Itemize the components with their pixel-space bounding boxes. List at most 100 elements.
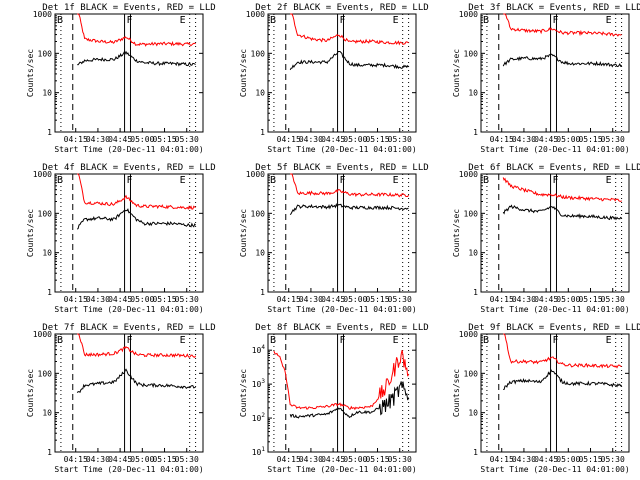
panel-title: Det 9f BLACK = Events, RED = LLD [468,323,640,333]
detector-panel-4: Det 4f BLACK = Events, RED = LLD 1 10 100 10… [26,163,216,314]
x-tick-label: 04:30 [299,455,323,464]
x-tick-label: 05:15 [578,135,602,144]
detector-panel-1: Det 1f BLACK = Events, RED = LLD 1 10 100 10… [26,3,216,154]
y-tick-label: 100 [464,369,479,378]
panel-title: Det 2f BLACK = Events, RED = LLD [255,3,428,13]
x-tick-label: 05:00 [556,455,580,464]
x-tick-label: 05:00 [556,135,580,144]
marker-f-label: F [340,175,346,186]
y-tick-label: 102 [252,412,266,423]
x-tick-label: 05:30 [175,455,199,464]
y-tick-label: 1 [473,128,478,137]
x-axis-label: Start Time (20-Dec-11 04:01:00) [267,305,416,314]
y-tick-label: 10 [468,409,478,418]
x-tick-label: 04:30 [86,295,110,304]
y-tick-label: 1 [47,288,52,297]
x-tick-label: 04:15 [64,455,88,464]
x-tick-label: 04:30 [299,135,323,144]
events-series-line [76,208,196,230]
x-tick-label: 04:15 [277,295,301,304]
panel-title: Det 6f BLACK = Events, RED = LLD [468,163,640,173]
x-tick-label: 05:15 [152,455,176,464]
plot-frame [54,173,204,293]
x-tick-label: 04:30 [299,295,323,304]
y-tick-label: 10 [255,89,265,98]
lld-series-line [77,13,196,47]
y-tick-label: 1 [47,128,52,137]
lld-series-line [77,333,197,358]
y-tick-label: 10 [42,409,52,418]
detector-panel-6: Det 6f BLACK = Events, RED = LLD 1 10 100 10… [452,163,640,314]
x-tick-label: 04:15 [64,135,88,144]
lld-series-line [502,177,622,202]
x-tick-label: 04:45 [108,455,132,464]
marker-f-label: F [127,175,133,186]
x-tick-label: 04:45 [108,295,132,304]
detector-panel-2: Det 2f BLACK = Events, RED = LLD 1 10 100 10… [239,3,429,154]
x-tick-label: 05:15 [365,455,389,464]
marker-b-label: B [483,175,489,186]
lld-series-line [290,173,410,198]
y-tick-label: 1 [47,448,52,457]
lld-series-line [273,349,410,411]
x-tick-label: 04:30 [512,295,536,304]
x-tick-label: 04:15 [490,135,514,144]
marker-b-label: B [270,15,276,26]
y-tick-label: 104 [252,344,266,355]
events-series-line [77,50,196,67]
y-tick-label: 1 [260,128,265,137]
x-tick-label: 04:45 [534,135,558,144]
x-tick-label: 05:15 [578,295,602,304]
y-tick-label: 1000 [459,330,478,339]
marker-e-label: E [606,335,612,346]
x-tick-label: 05:30 [175,135,199,144]
x-tick-label: 04:45 [108,135,132,144]
x-tick-label: 04:30 [86,135,110,144]
x-tick-label: 04:30 [512,135,536,144]
lld-series-line [77,173,196,211]
panel-title: Det 7f BLACK = Events, RED = LLD [42,323,215,333]
detector-panel-3: Det 3f BLACK = Events, RED = LLD 1 10 100 10… [452,3,640,154]
marker-b-label: B [270,175,276,186]
events-series-line [76,368,196,393]
x-axis-label: Start Time (20-Dec-11 04:01:00) [480,465,629,474]
marker-e-label: E [180,335,186,346]
lld-series-line [290,13,409,46]
y-axis-label: Counts/sec [452,369,461,417]
detector-panel-8: Det 8f BLACK = Events, RED = LLD 101 102 10… [239,323,429,474]
marker-f-label: F [127,15,133,26]
marker-b-label: B [57,335,63,346]
y-tick-label: 103 [252,378,266,389]
panel-title: Det 1f BLACK = Events, RED = LLD [42,3,215,13]
x-tick-label: 05:00 [343,295,367,304]
plot-frame [54,333,204,453]
y-tick-label: 100 [464,209,479,218]
x-tick-label: 05:30 [388,135,412,144]
marker-f-label: F [553,15,559,26]
plot-frame [54,13,204,133]
x-tick-label: 05:00 [343,135,367,144]
y-tick-label: 10 [42,89,52,98]
x-tick-label: 04:45 [321,455,345,464]
y-tick-label: 100 [38,369,53,378]
x-tick-label: 04:30 [512,455,536,464]
marker-f-label: F [553,335,559,346]
plot-frame [480,333,630,453]
y-tick-label: 1000 [459,10,478,19]
y-axis-label: Counts/sec [26,49,35,97]
y-tick-label: 100 [38,209,53,218]
y-tick-label: 10 [468,249,478,258]
detector-panel-7: Det 7f BLACK = Events, RED = LLD 1 10 100 10… [26,323,216,474]
y-tick-label: 1 [473,288,478,297]
x-axis-label: Start Time (20-Dec-11 04:01:00) [480,305,629,314]
y-tick-label: 10 [42,249,52,258]
x-tick-label: 05:00 [343,455,367,464]
events-series-line [289,381,410,419]
panel-title: Det 8f BLACK = Events, RED = LLD [255,323,428,333]
marker-e-label: E [393,175,399,186]
x-tick-label: 05:15 [365,295,389,304]
y-tick-label: 1 [473,448,478,457]
x-tick-label: 04:15 [490,295,514,304]
y-axis-label: Counts/sec [26,369,35,417]
